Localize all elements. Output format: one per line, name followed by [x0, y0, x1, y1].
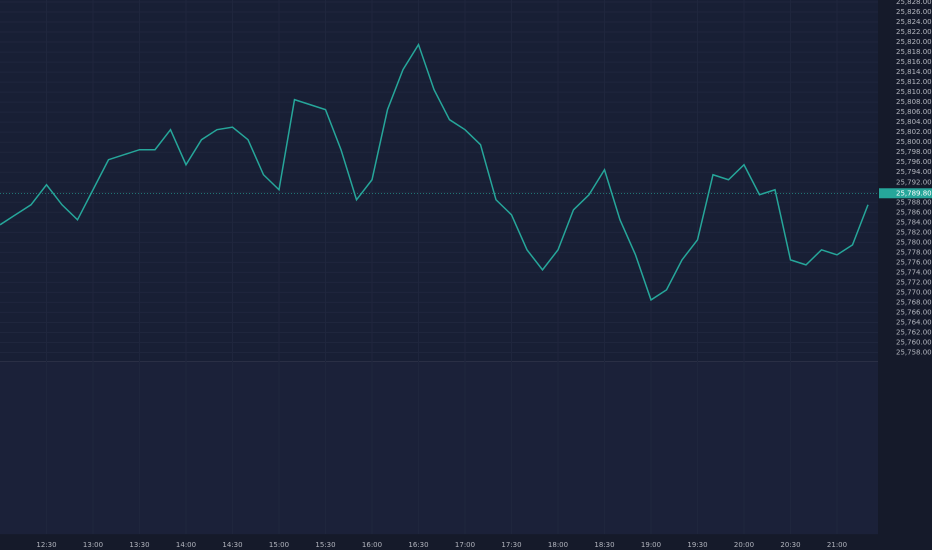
y-tick-label: 25,778.00: [896, 248, 932, 256]
y-tick-label: 25,812.00: [896, 78, 932, 86]
y-tick-label: 25,758.00: [896, 348, 932, 356]
y-tick-label: 25,780.00: [896, 238, 932, 246]
y-tick-label: 25,788.00: [896, 198, 932, 206]
x-tick-label: 21:00: [827, 541, 847, 549]
last-price-label: 25,789.80: [896, 189, 932, 197]
y-tick-label: 25,794.00: [896, 168, 932, 176]
y-tick-label: 25,826.00: [896, 8, 932, 16]
price-axis: [878, 0, 932, 550]
x-tick-label: 19:30: [687, 541, 707, 549]
x-tick-label: 13:00: [83, 541, 103, 549]
y-tick-label: 25,796.00: [896, 158, 932, 166]
y-tick-label: 25,786.00: [896, 208, 932, 216]
x-tick-label: 17:30: [501, 541, 521, 549]
y-tick-label: 25,770.00: [896, 288, 932, 296]
x-tick-label: 14:00: [176, 541, 196, 549]
y-tick-label: 25,760.00: [896, 338, 932, 346]
x-tick-label: 12:30: [36, 541, 56, 549]
last-price-box: [879, 188, 932, 199]
x-tick-label: 14:30: [222, 541, 242, 549]
y-tick-label: 25,776.00: [896, 258, 932, 266]
y-tick-label: 25,828.00: [896, 0, 932, 6]
y-tick-label: 25,802.00: [896, 128, 932, 136]
y-tick-label: 25,768.00: [896, 298, 932, 306]
y-tick-label: 25,816.00: [896, 58, 932, 66]
y-tick-label: 25,818.00: [896, 48, 932, 56]
y-tick-label: 25,764.00: [896, 318, 932, 326]
y-tick-label: 25,798.00: [896, 148, 932, 156]
y-tick-label: 25,806.00: [896, 108, 932, 116]
y-tick-label: 25,784.00: [896, 218, 932, 226]
y-tick-label: 25,774.00: [896, 268, 932, 276]
x-tick-label: 19:00: [641, 541, 661, 549]
y-tick-label: 25,820.00: [896, 38, 932, 46]
x-tick-label: 20:00: [734, 541, 754, 549]
x-tick-label: 15:30: [315, 541, 335, 549]
x-tick-label: 16:00: [362, 541, 382, 549]
price-pane: [0, 0, 878, 361]
x-tick-label: 18:00: [548, 541, 568, 549]
x-tick-label: 16:30: [408, 541, 428, 549]
y-tick-label: 25,824.00: [896, 18, 932, 26]
y-tick-label: 25,822.00: [896, 28, 932, 36]
y-tick-label: 25,762.00: [896, 328, 932, 336]
price-line: [0, 42, 869, 302]
x-tick-label: 18:30: [594, 541, 614, 549]
y-tick-label: 25,804.00: [896, 118, 932, 126]
x-tick-label: 17:00: [455, 541, 475, 549]
y-tick-label: 25,792.00: [896, 178, 932, 186]
y-tick-label: 25,766.00: [896, 308, 932, 316]
x-tick-label: 15:00: [269, 541, 289, 549]
y-tick-label: 25,800.00: [896, 138, 932, 146]
lower-pane: [0, 362, 878, 534]
y-tick-label: 25,772.00: [896, 278, 932, 286]
time-axis: [0, 535, 932, 550]
y-tick-label: 25,814.00: [896, 68, 932, 76]
y-tick-label: 25,808.00: [896, 98, 932, 106]
x-tick-label: 13:30: [129, 541, 149, 549]
y-tick-label: 25,782.00: [896, 228, 932, 236]
y-tick-label: 25,810.00: [896, 88, 932, 96]
x-tick-label: 20:30: [780, 541, 800, 549]
